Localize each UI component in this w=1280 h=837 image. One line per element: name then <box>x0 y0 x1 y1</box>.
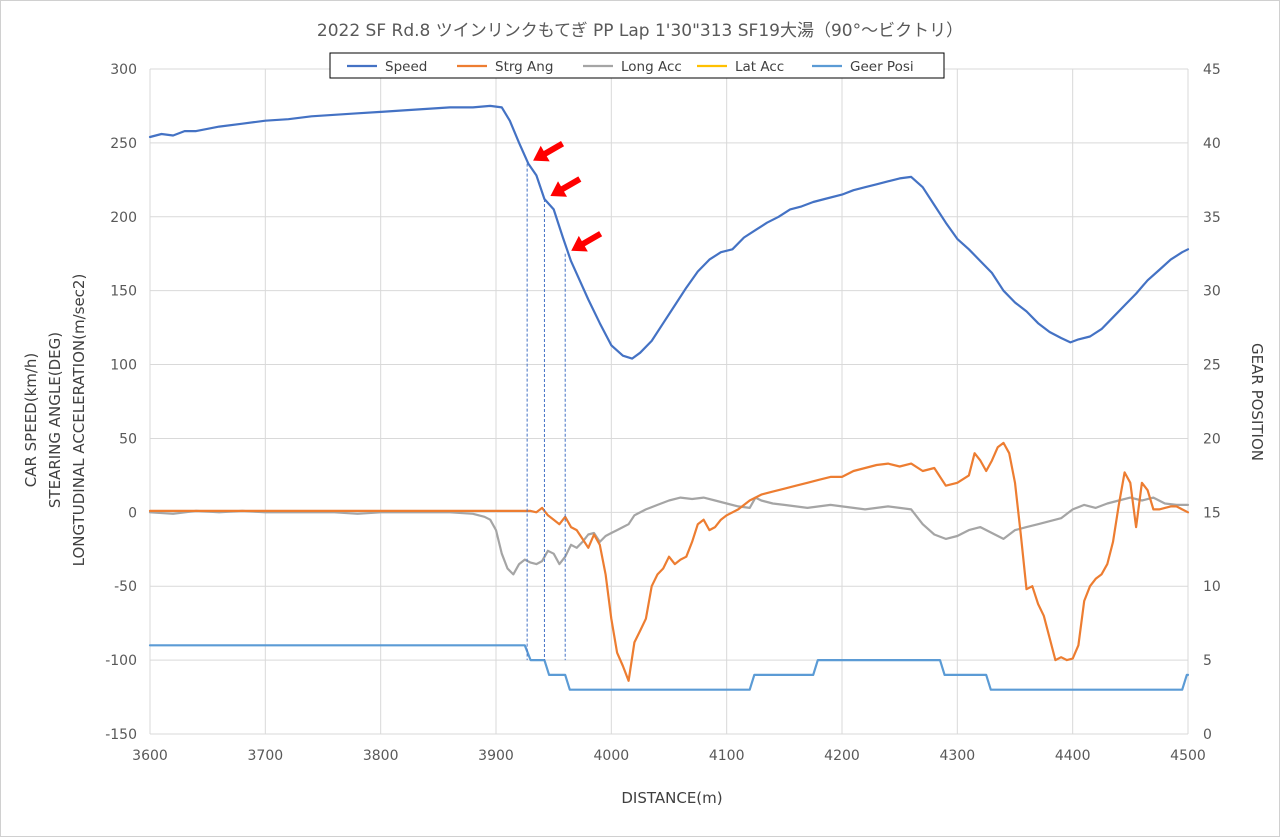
series-line-long-acc <box>148 496 1190 576</box>
y-tick-label: 300 <box>110 62 137 78</box>
x-tick-label: 4200 <box>824 748 860 764</box>
red-arrow-annotation <box>571 231 603 252</box>
red-arrow-annotation <box>550 176 582 197</box>
legend: Speed Strg Ang Long Acc Lat Acc Geer Posi <box>329 52 945 79</box>
y2-tick-labels: 45 40 35 30 25 20 15 10 5 0 <box>1203 62 1221 743</box>
arrow-shape <box>571 231 603 252</box>
series-line-geer-posi <box>148 644 1190 691</box>
y-tick-label: -150 <box>105 727 137 743</box>
y2-tick-label: 10 <box>1203 579 1221 595</box>
y2-tick-label: 0 <box>1203 727 1212 743</box>
y2-tick-label: 35 <box>1203 210 1221 226</box>
x-tick-label: 3800 <box>363 748 399 764</box>
plot-area <box>148 104 1190 691</box>
x-tick-labels: 3600 3700 3800 3900 4000 4100 4200 4300 4400 4500 <box>132 748 1206 764</box>
legend-entry: Speed <box>385 59 427 75</box>
x-tick-label: 3900 <box>478 748 514 764</box>
legend-entry: Strg Ang <box>495 59 553 75</box>
x-axis-label: DISTANCE(m) <box>621 789 722 807</box>
y2-tick-label: 5 <box>1203 653 1212 669</box>
y-tick-label: 0 <box>128 505 137 521</box>
legend-entry: Geer Posi <box>850 59 914 75</box>
legend-entry: Long Acc <box>621 59 682 75</box>
y2-tick-label: 20 <box>1203 431 1221 447</box>
y2-tick-label: 40 <box>1203 136 1221 152</box>
y-tick-label: 200 <box>110 210 137 226</box>
gridlines <box>149 68 1189 735</box>
y2-tick-label: 45 <box>1203 62 1221 78</box>
x-tick-label: 4500 <box>1170 748 1206 764</box>
y-tick-label: -100 <box>105 653 137 669</box>
legend-entry: Lat Acc <box>735 59 784 75</box>
y2-tick-label: 30 <box>1203 284 1221 300</box>
x-tick-label: 4400 <box>1055 748 1091 764</box>
y-axis-label-line-2: STEARING ANGLE(DEG) <box>46 332 64 508</box>
chart-title: 2022 SF Rd.8 ツインリンクもてぎ PP Lap 1'30"313 S… <box>317 21 963 41</box>
legend-box <box>329 52 945 79</box>
annotations <box>526 141 603 661</box>
arrow-shape <box>550 176 582 197</box>
x-tick-label: 4300 <box>940 748 976 764</box>
series-line-speed <box>148 104 1190 360</box>
y-tick-labels: 300 250 200 150 100 50 0 -50 -100 -150 <box>105 62 137 743</box>
y-tick-label: 150 <box>110 284 137 300</box>
y-axis-label-line-3: LONGTUDINAL ACCELERATION(m/sec2) <box>70 274 88 567</box>
red-arrow-annotation <box>533 141 565 162</box>
x-tick-label: 4100 <box>709 748 745 764</box>
y2-axis-label: GEAR POSITION <box>1248 343 1266 461</box>
series-line-strg-ang <box>148 441 1190 682</box>
x-tick-label: 3700 <box>248 748 284 764</box>
y-axis-label: CAR SPEED(km/h) STEARING ANGLE(DEG) LONG… <box>22 274 88 567</box>
x-tick-label: 3600 <box>132 748 168 764</box>
y-tick-label: 100 <box>110 358 137 374</box>
y-tick-label: -50 <box>114 579 137 595</box>
y-axis-label-line-1: CAR SPEED(km/h) <box>22 353 40 488</box>
arrow-shape <box>533 141 565 162</box>
y-tick-label: 50 <box>119 431 137 447</box>
y2-tick-label: 15 <box>1203 505 1221 521</box>
x-tick-label: 4000 <box>594 748 630 764</box>
y-tick-label: 250 <box>110 136 137 152</box>
y2-tick-label: 25 <box>1203 358 1221 374</box>
